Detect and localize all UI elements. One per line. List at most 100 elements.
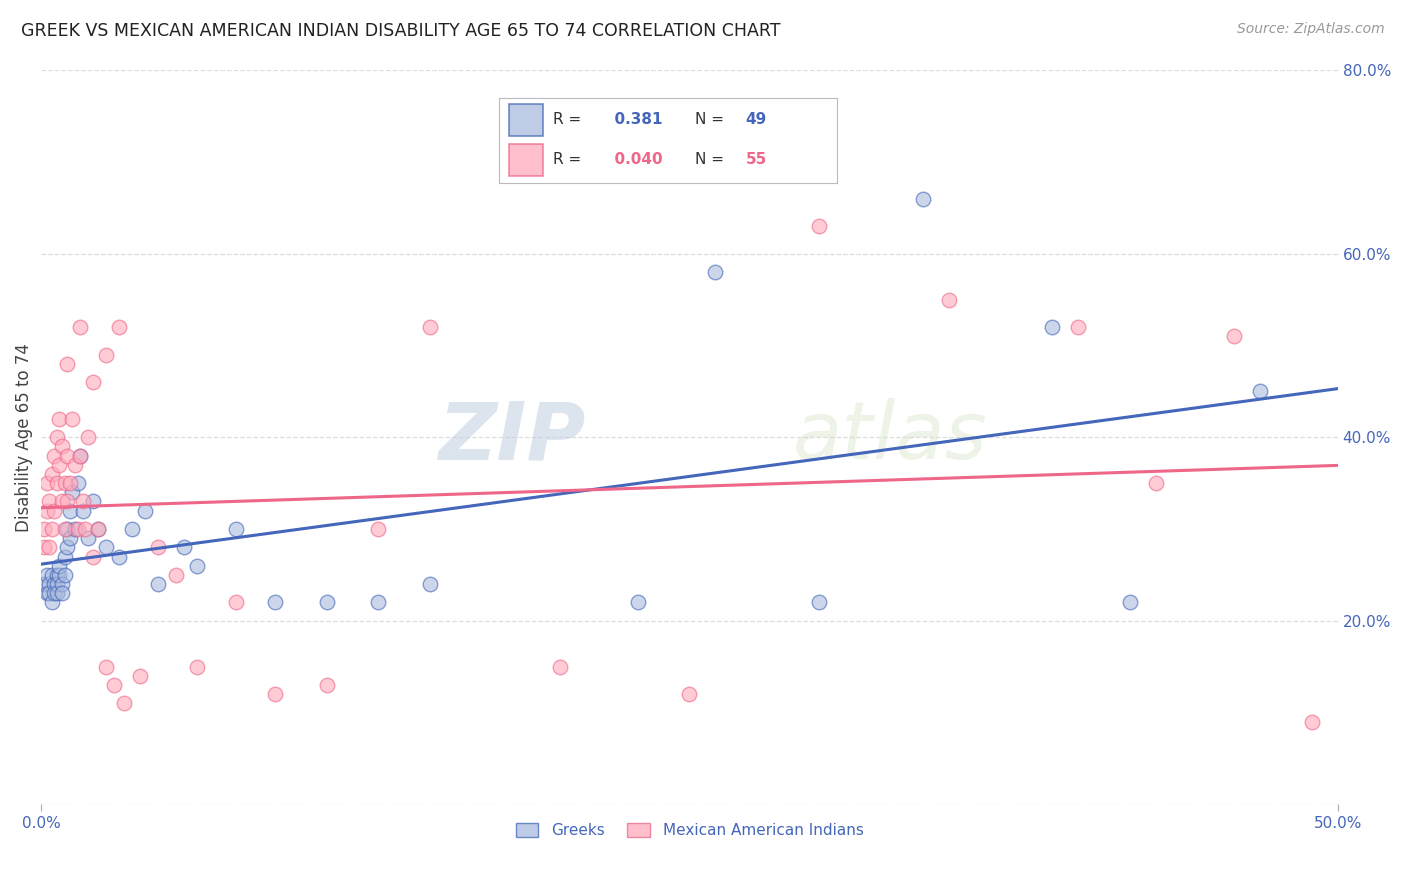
Point xyxy=(38,541,60,555)
Point xyxy=(63,458,86,472)
Point xyxy=(82,549,104,564)
Point xyxy=(225,522,247,536)
Point xyxy=(186,659,208,673)
Point xyxy=(72,503,94,517)
Text: N =: N = xyxy=(695,153,724,168)
Point xyxy=(72,494,94,508)
Point xyxy=(186,558,208,573)
Point xyxy=(35,503,58,517)
Point xyxy=(315,595,337,609)
Point xyxy=(87,522,110,536)
Point xyxy=(146,577,169,591)
Text: GREEK VS MEXICAN AMERICAN INDIAN DISABILITY AGE 65 TO 74 CORRELATION CHART: GREEK VS MEXICAN AMERICAN INDIAN DISABIL… xyxy=(21,22,780,40)
Point xyxy=(69,449,91,463)
FancyBboxPatch shape xyxy=(509,144,543,176)
Point xyxy=(121,522,143,536)
Point xyxy=(56,494,79,508)
Point xyxy=(225,595,247,609)
Point xyxy=(53,476,76,491)
Point xyxy=(53,567,76,582)
Point xyxy=(87,522,110,536)
Point xyxy=(108,320,131,334)
Point xyxy=(69,449,91,463)
Point xyxy=(41,522,63,536)
Point xyxy=(48,458,70,472)
Point xyxy=(38,577,60,591)
Text: 49: 49 xyxy=(745,112,766,128)
Point xyxy=(45,567,67,582)
Point xyxy=(263,595,285,609)
Point xyxy=(41,595,63,609)
Point xyxy=(678,687,700,701)
Point xyxy=(367,595,389,609)
Text: R =: R = xyxy=(553,153,581,168)
Point xyxy=(66,522,89,536)
Point xyxy=(419,320,441,334)
Point xyxy=(548,659,571,673)
Point xyxy=(53,522,76,536)
Point xyxy=(44,449,66,463)
Point xyxy=(48,558,70,573)
Point xyxy=(44,503,66,517)
Point xyxy=(56,522,79,536)
Point xyxy=(112,697,135,711)
Point xyxy=(48,412,70,426)
Text: R =: R = xyxy=(553,112,581,128)
Point xyxy=(45,476,67,491)
Point xyxy=(77,531,100,545)
Point xyxy=(62,412,84,426)
Point xyxy=(134,503,156,517)
Point xyxy=(41,567,63,582)
Point xyxy=(82,494,104,508)
Point xyxy=(808,219,831,233)
Point xyxy=(367,522,389,536)
Point xyxy=(627,595,650,609)
Point xyxy=(41,467,63,481)
Point xyxy=(56,357,79,371)
Point xyxy=(263,687,285,701)
Point xyxy=(704,265,727,279)
Point xyxy=(94,659,117,673)
Point xyxy=(59,503,82,517)
Point xyxy=(59,531,82,545)
Point xyxy=(48,567,70,582)
Point xyxy=(1223,329,1246,343)
Point xyxy=(35,567,58,582)
Point xyxy=(63,522,86,536)
Point xyxy=(66,476,89,491)
Point xyxy=(51,577,73,591)
Point xyxy=(51,494,73,508)
Point xyxy=(62,485,84,500)
Point xyxy=(128,669,150,683)
Text: ZIP: ZIP xyxy=(439,398,586,476)
Point xyxy=(45,430,67,444)
Point xyxy=(45,577,67,591)
Point xyxy=(911,192,934,206)
FancyBboxPatch shape xyxy=(509,104,543,136)
Point xyxy=(94,541,117,555)
Text: 0.040: 0.040 xyxy=(603,153,662,168)
Point xyxy=(1119,595,1142,609)
Y-axis label: Disability Age 65 to 74: Disability Age 65 to 74 xyxy=(15,343,32,532)
Point xyxy=(808,595,831,609)
Text: Source: ZipAtlas.com: Source: ZipAtlas.com xyxy=(1237,22,1385,37)
Point xyxy=(173,541,195,555)
Point xyxy=(35,586,58,600)
Text: 0.381: 0.381 xyxy=(603,112,662,128)
Point xyxy=(1042,320,1064,334)
Point xyxy=(38,586,60,600)
Point xyxy=(32,522,55,536)
Point xyxy=(44,577,66,591)
Legend: Greeks, Mexican American Indians: Greeks, Mexican American Indians xyxy=(509,817,869,845)
Point xyxy=(315,678,337,692)
Point xyxy=(108,549,131,564)
Point xyxy=(165,567,187,582)
Point xyxy=(94,348,117,362)
Point xyxy=(82,375,104,389)
Point xyxy=(51,586,73,600)
Text: 55: 55 xyxy=(745,153,766,168)
Point xyxy=(32,577,55,591)
Point xyxy=(75,522,97,536)
Point xyxy=(1301,714,1323,729)
Point xyxy=(56,541,79,555)
